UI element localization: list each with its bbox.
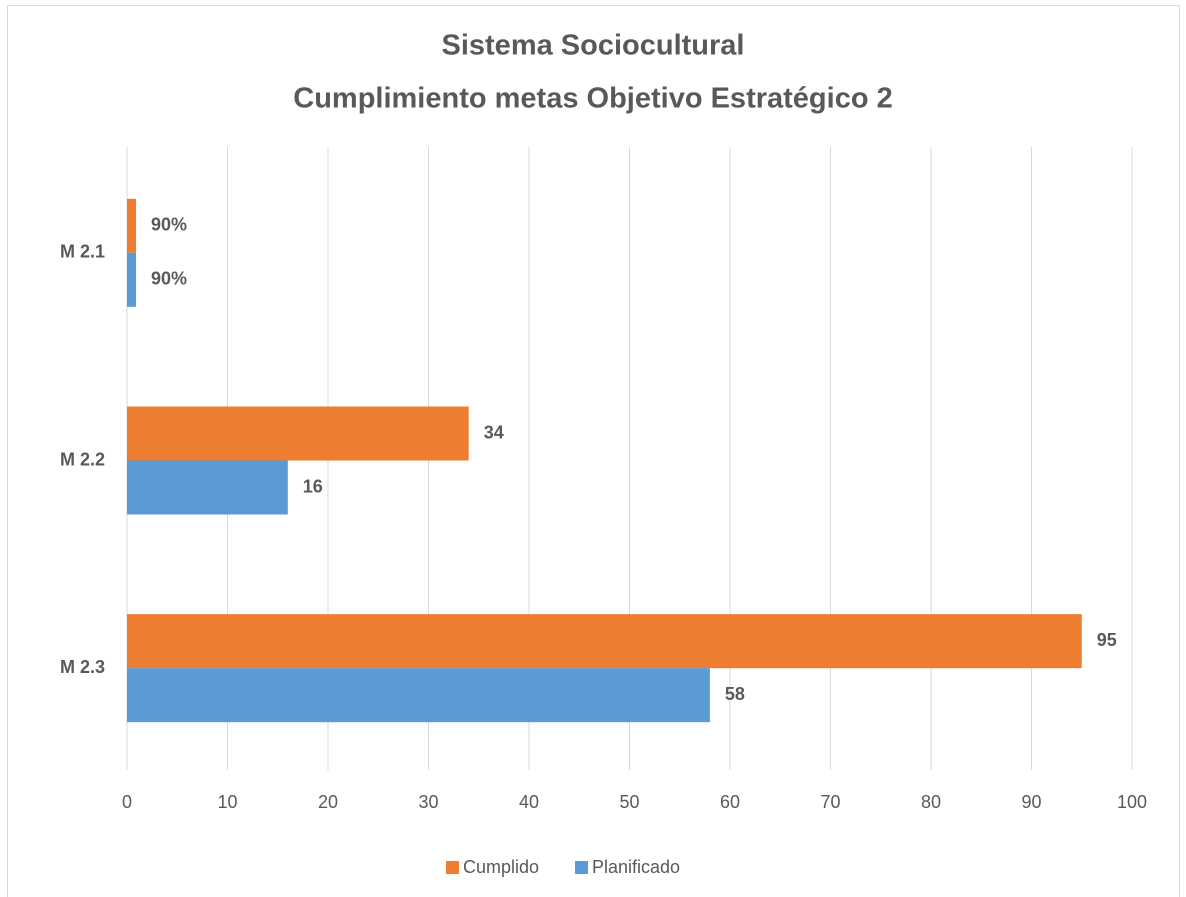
x-tick-label: 90 bbox=[1021, 792, 1041, 812]
data-label: 90% bbox=[151, 269, 187, 289]
data-label: 16 bbox=[303, 476, 323, 496]
chart-title: Sistema Sociocultural bbox=[442, 30, 745, 62]
x-tick-label: 80 bbox=[921, 792, 941, 812]
legend-label: Planificado bbox=[592, 857, 680, 877]
x-tick-label: 40 bbox=[519, 792, 539, 812]
legend-swatch bbox=[446, 861, 459, 874]
data-label: 95 bbox=[1097, 630, 1117, 650]
bar bbox=[127, 252, 137, 307]
data-label: 90% bbox=[151, 215, 187, 235]
x-tick-label: 10 bbox=[217, 792, 237, 812]
bar bbox=[127, 668, 710, 723]
data-label: 58 bbox=[725, 684, 745, 704]
legend-label: Cumplido bbox=[463, 857, 539, 877]
bar bbox=[127, 406, 469, 461]
bar bbox=[127, 460, 288, 515]
x-tick-label: 100 bbox=[1117, 792, 1147, 812]
y-tick-label: M 2.1 bbox=[60, 242, 105, 262]
x-tick-label: 30 bbox=[418, 792, 438, 812]
x-tick-label: 0 bbox=[122, 792, 132, 812]
y-tick-label: M 2.2 bbox=[60, 449, 105, 469]
x-tick-label: 50 bbox=[619, 792, 639, 812]
y-tick-label: M 2.3 bbox=[60, 657, 105, 677]
bar bbox=[127, 198, 137, 253]
x-tick-label: 70 bbox=[820, 792, 840, 812]
chart-title: Cumplimiento metas Objetivo Estratégico … bbox=[293, 83, 892, 115]
x-tick-label: 60 bbox=[720, 792, 740, 812]
data-label: 34 bbox=[484, 422, 504, 442]
legend-swatch bbox=[575, 861, 588, 874]
x-tick-label: 20 bbox=[318, 792, 338, 812]
bar bbox=[127, 614, 1082, 669]
